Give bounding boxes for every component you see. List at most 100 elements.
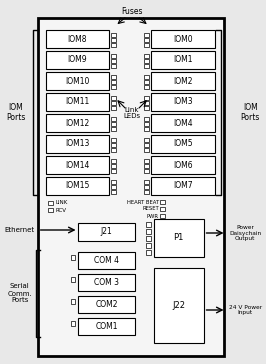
FancyBboxPatch shape (111, 80, 116, 84)
FancyBboxPatch shape (46, 177, 109, 195)
FancyBboxPatch shape (151, 93, 214, 111)
FancyBboxPatch shape (144, 43, 149, 47)
FancyBboxPatch shape (144, 59, 149, 63)
FancyBboxPatch shape (70, 321, 76, 326)
FancyBboxPatch shape (146, 243, 151, 248)
Text: COM2: COM2 (95, 300, 118, 309)
FancyBboxPatch shape (151, 135, 214, 153)
Text: IOM
Ports: IOM Ports (240, 103, 260, 122)
Text: COM1: COM1 (95, 322, 118, 331)
Text: IOM13: IOM13 (65, 139, 90, 149)
FancyBboxPatch shape (144, 117, 149, 121)
FancyBboxPatch shape (144, 122, 149, 126)
FancyBboxPatch shape (111, 54, 116, 58)
FancyBboxPatch shape (144, 106, 149, 110)
FancyBboxPatch shape (78, 223, 135, 241)
FancyBboxPatch shape (111, 85, 116, 89)
FancyBboxPatch shape (144, 127, 149, 131)
FancyBboxPatch shape (151, 30, 214, 48)
Text: 24 V Power
Input: 24 V Power Input (229, 305, 262, 315)
FancyBboxPatch shape (46, 72, 109, 90)
Text: IOM6: IOM6 (173, 161, 193, 170)
FancyBboxPatch shape (144, 185, 149, 189)
FancyBboxPatch shape (146, 222, 151, 227)
FancyBboxPatch shape (111, 190, 116, 194)
FancyBboxPatch shape (144, 143, 149, 147)
FancyBboxPatch shape (111, 169, 116, 173)
Text: IOM9: IOM9 (68, 55, 87, 64)
FancyBboxPatch shape (111, 148, 116, 152)
FancyBboxPatch shape (160, 214, 165, 218)
FancyBboxPatch shape (111, 101, 116, 105)
FancyBboxPatch shape (144, 75, 149, 79)
Text: RESET: RESET (142, 206, 159, 211)
FancyBboxPatch shape (78, 296, 135, 313)
Text: IOM10: IOM10 (65, 76, 90, 86)
Text: Link
LEDs: Link LEDs (123, 107, 141, 119)
FancyBboxPatch shape (111, 106, 116, 110)
FancyBboxPatch shape (70, 277, 76, 282)
Text: P1: P1 (174, 233, 184, 242)
Text: IOM3: IOM3 (173, 98, 193, 107)
Text: IOM15: IOM15 (65, 182, 90, 190)
FancyBboxPatch shape (160, 200, 165, 204)
FancyBboxPatch shape (111, 59, 116, 63)
FancyBboxPatch shape (78, 318, 135, 335)
Text: RCV: RCV (56, 207, 66, 213)
FancyBboxPatch shape (146, 229, 151, 234)
FancyBboxPatch shape (111, 43, 116, 47)
FancyBboxPatch shape (151, 51, 214, 69)
FancyBboxPatch shape (146, 236, 151, 241)
FancyBboxPatch shape (144, 159, 149, 163)
Text: LINK: LINK (56, 201, 68, 206)
FancyBboxPatch shape (111, 38, 116, 42)
FancyBboxPatch shape (144, 85, 149, 89)
FancyBboxPatch shape (38, 18, 225, 356)
FancyBboxPatch shape (146, 250, 151, 255)
FancyBboxPatch shape (78, 274, 135, 291)
FancyBboxPatch shape (151, 72, 214, 90)
FancyBboxPatch shape (78, 252, 135, 269)
FancyBboxPatch shape (111, 122, 116, 126)
FancyBboxPatch shape (144, 33, 149, 37)
Text: PWR: PWR (147, 214, 159, 218)
FancyBboxPatch shape (154, 268, 203, 343)
Text: IOM8: IOM8 (68, 35, 87, 44)
FancyBboxPatch shape (111, 138, 116, 142)
FancyBboxPatch shape (111, 64, 116, 68)
FancyBboxPatch shape (111, 159, 116, 163)
FancyBboxPatch shape (46, 93, 109, 111)
FancyBboxPatch shape (160, 207, 165, 211)
FancyBboxPatch shape (151, 156, 214, 174)
FancyBboxPatch shape (46, 135, 109, 153)
Text: IOM1: IOM1 (173, 55, 193, 64)
FancyBboxPatch shape (111, 33, 116, 37)
FancyBboxPatch shape (154, 219, 203, 257)
Text: Serial
Comm.
Ports: Serial Comm. Ports (7, 284, 32, 304)
FancyBboxPatch shape (48, 201, 53, 205)
Text: COM 4: COM 4 (94, 256, 119, 265)
FancyBboxPatch shape (144, 54, 149, 58)
FancyBboxPatch shape (144, 96, 149, 100)
FancyBboxPatch shape (111, 127, 116, 131)
Text: IOM0: IOM0 (173, 35, 193, 44)
FancyBboxPatch shape (70, 255, 76, 260)
FancyBboxPatch shape (144, 180, 149, 184)
FancyBboxPatch shape (144, 38, 149, 42)
Text: IOM7: IOM7 (173, 182, 193, 190)
FancyBboxPatch shape (144, 80, 149, 84)
Text: Fuses: Fuses (121, 8, 143, 16)
FancyBboxPatch shape (144, 169, 149, 173)
Text: IOM2: IOM2 (173, 76, 193, 86)
FancyBboxPatch shape (111, 143, 116, 147)
FancyBboxPatch shape (46, 156, 109, 174)
Text: IOM14: IOM14 (65, 161, 90, 170)
FancyBboxPatch shape (111, 75, 116, 79)
FancyBboxPatch shape (70, 299, 76, 304)
Text: IOM5: IOM5 (173, 139, 193, 149)
Text: Power
Daisychain
Output: Power Daisychain Output (229, 225, 261, 241)
FancyBboxPatch shape (111, 180, 116, 184)
Text: J21: J21 (100, 228, 112, 237)
FancyBboxPatch shape (48, 208, 53, 212)
FancyBboxPatch shape (111, 164, 116, 168)
